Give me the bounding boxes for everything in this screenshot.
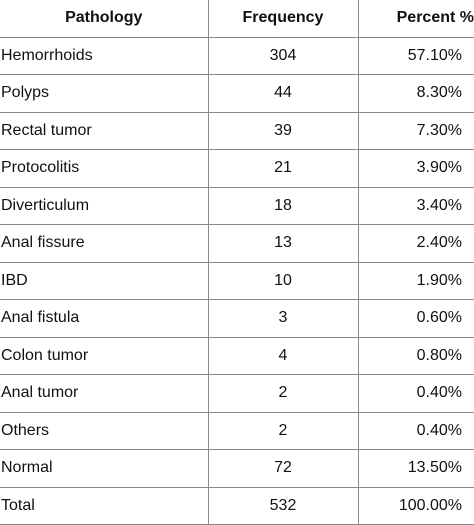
cell-pathology: Diverticulum xyxy=(0,187,208,225)
cell-pathology: Anal fistula xyxy=(0,299,208,338)
cell-pathology: Polyps xyxy=(0,74,208,113)
cell-percent: 3.40% xyxy=(357,187,474,225)
table-row: Others 2 0.40% xyxy=(0,412,474,450)
cell-frequency: 13 xyxy=(207,224,358,263)
cell-frequency: 304 xyxy=(207,37,358,75)
cell-frequency: 18 xyxy=(207,187,358,225)
header-row: Pathology Frequency Percent % xyxy=(0,0,474,38)
cell-percent: 57.10% xyxy=(357,37,474,75)
cell-frequency: 21 xyxy=(207,149,358,188)
header-pathology: Pathology xyxy=(0,0,208,38)
table-row: Anal tumor 2 0.40% xyxy=(0,374,474,413)
cell-frequency: 532 xyxy=(207,487,358,525)
cell-percent: 8.30% xyxy=(357,74,474,113)
cell-pathology: Anal fissure xyxy=(0,224,208,263)
table-row: Rectal tumor 39 7.30% xyxy=(0,112,474,150)
cell-percent: 0.40% xyxy=(357,412,474,450)
table-row: Diverticulum 18 3.40% xyxy=(0,187,474,225)
table-row: Polyps 44 8.30% xyxy=(0,74,474,113)
cell-frequency: 2 xyxy=(207,412,358,450)
table-row: Anal fistula 3 0.60% xyxy=(0,299,474,338)
cell-frequency: 4 xyxy=(207,337,358,375)
cell-percent: 13.50% xyxy=(357,449,474,488)
cell-frequency: 10 xyxy=(207,262,358,300)
table-row: Colon tumor 4 0.80% xyxy=(0,337,474,375)
cell-frequency: 2 xyxy=(207,374,358,413)
cell-frequency: 3 xyxy=(207,299,358,338)
header-frequency: Frequency xyxy=(207,0,358,38)
cell-pathology: Hemorrhoids xyxy=(0,37,208,75)
table-row: Anal fissure 13 2.40% xyxy=(0,224,474,263)
cell-percent: 1.90% xyxy=(357,262,474,300)
cell-pathology: Normal xyxy=(0,449,208,488)
header-percent: Percent % xyxy=(357,0,474,38)
table-row: Hemorrhoids 304 57.10% xyxy=(0,37,474,75)
cell-frequency: 44 xyxy=(207,74,358,113)
cell-pathology: Colon tumor xyxy=(0,337,208,375)
cell-percent: 3.90% xyxy=(357,149,474,188)
cell-pathology: Others xyxy=(0,412,208,450)
table-row: Normal 72 13.50% xyxy=(0,449,474,488)
cell-frequency: 72 xyxy=(207,449,358,488)
total-row: Total 532 100.00% xyxy=(0,487,474,525)
table-row: Protocolitis 21 3.90% xyxy=(0,149,474,188)
cell-pathology: Protocolitis xyxy=(0,149,208,188)
cell-percent: 100.00% xyxy=(357,487,474,525)
cell-percent: 7.30% xyxy=(357,112,474,150)
cell-frequency: 39 xyxy=(207,112,358,150)
cell-pathology: Total xyxy=(0,487,208,525)
cell-percent: 0.60% xyxy=(357,299,474,338)
cell-pathology: Rectal tumor xyxy=(0,112,208,150)
cell-pathology: IBD xyxy=(0,262,208,300)
cell-percent: 0.80% xyxy=(357,337,474,375)
table-row: IBD 10 1.90% xyxy=(0,262,474,300)
cell-pathology: Anal tumor xyxy=(0,374,208,413)
cell-percent: 0.40% xyxy=(357,374,474,413)
cell-percent: 2.40% xyxy=(357,224,474,263)
